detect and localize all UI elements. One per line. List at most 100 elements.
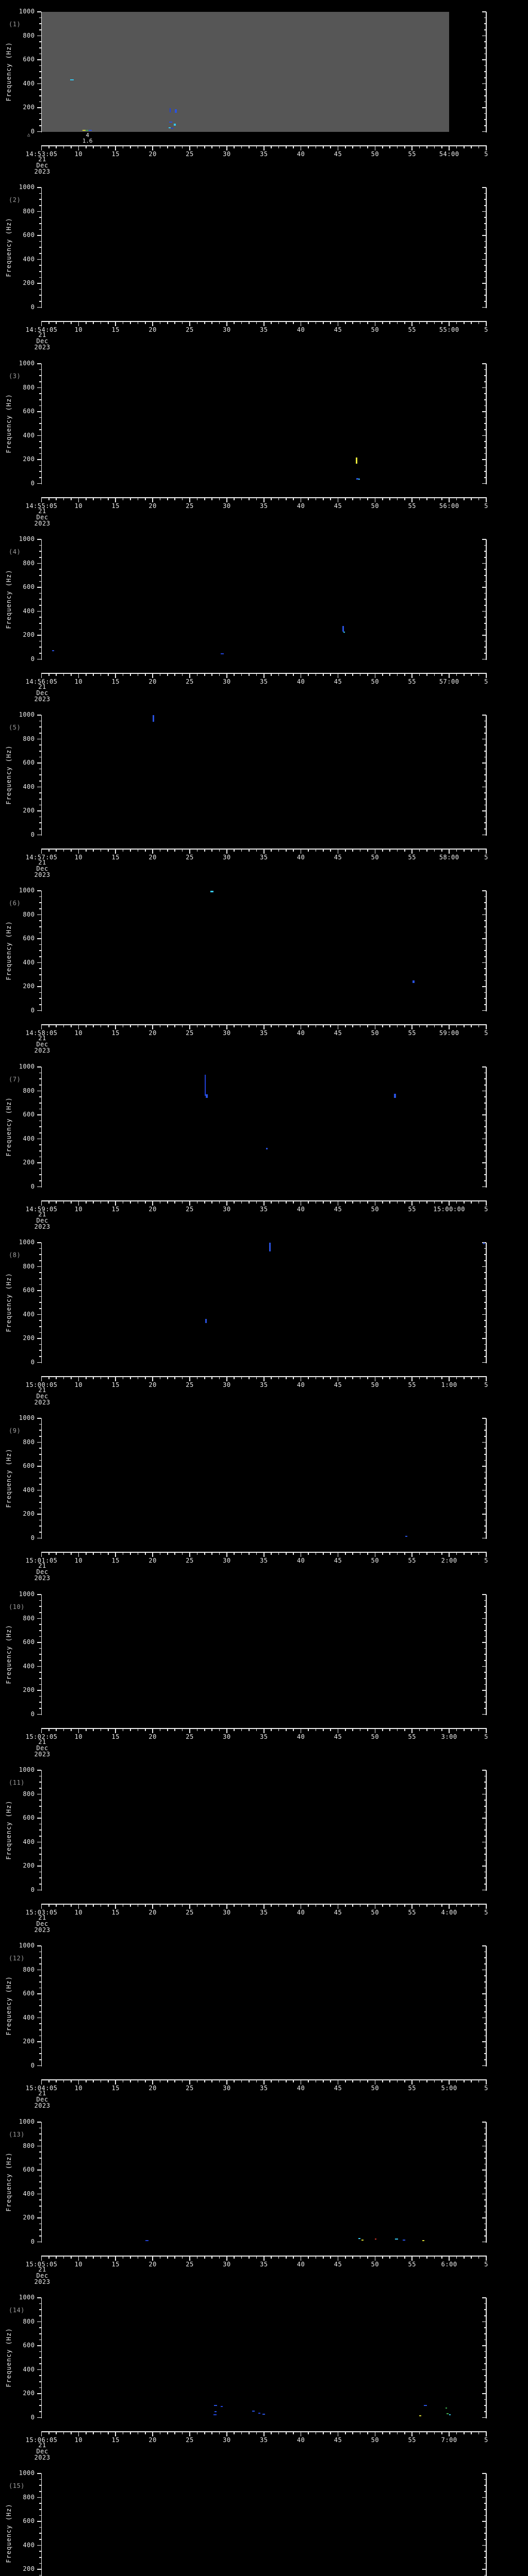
x-tick bbox=[219, 1552, 220, 1555]
y-tick bbox=[37, 2241, 41, 2243]
x-tick bbox=[108, 146, 109, 148]
x-tick bbox=[63, 673, 64, 676]
y-tick bbox=[37, 2193, 41, 2195]
y-tick bbox=[39, 2188, 41, 2189]
x-tick bbox=[108, 1728, 109, 1731]
y-tick bbox=[37, 1594, 41, 1595]
x-tick bbox=[278, 321, 279, 324]
y-tick bbox=[484, 41, 486, 42]
spectrogram-event bbox=[210, 891, 213, 892]
x-tick bbox=[78, 321, 79, 326]
y-tick bbox=[39, 932, 41, 934]
y-tick bbox=[37, 283, 41, 284]
spectrogram-event bbox=[356, 478, 359, 480]
x-tick bbox=[108, 2256, 109, 2259]
y-tick bbox=[482, 187, 486, 188]
x-tick bbox=[56, 849, 57, 852]
x-tick bbox=[182, 1904, 183, 1907]
y-tick bbox=[39, 640, 41, 642]
x-tick bbox=[367, 1201, 368, 1204]
y-tick-label: 800 bbox=[23, 2493, 35, 2501]
y-tick-label: 800 bbox=[23, 559, 35, 567]
x-tick bbox=[397, 673, 398, 676]
x-tick bbox=[137, 2256, 139, 2259]
y-tick bbox=[484, 545, 486, 546]
y-tick bbox=[39, 647, 41, 648]
y-tick bbox=[37, 2297, 41, 2298]
y-tick bbox=[39, 1600, 41, 1601]
x-tick-label: 35 bbox=[260, 2261, 268, 2268]
x-tick-label: 55 bbox=[408, 1206, 416, 1213]
x-tick bbox=[471, 849, 472, 852]
triangle-marker: △ bbox=[27, 132, 30, 138]
y-tick bbox=[484, 1350, 486, 1351]
y-tick bbox=[39, 2235, 41, 2236]
y-tick bbox=[39, 1507, 41, 1509]
y-tick bbox=[484, 23, 486, 25]
y-tick bbox=[484, 1877, 486, 1879]
y-tick bbox=[37, 1242, 41, 1243]
x-tick bbox=[322, 1377, 324, 1379]
date-label: Dec bbox=[36, 689, 48, 697]
x-tick-label: 40 bbox=[296, 1029, 305, 1037]
x-tick bbox=[144, 146, 146, 148]
spectrogram-event bbox=[82, 130, 86, 131]
y-tick bbox=[484, 2491, 486, 2492]
y-tick bbox=[482, 387, 486, 388]
y-tick bbox=[39, 2199, 41, 2200]
x-tick bbox=[130, 673, 131, 676]
x-tick bbox=[426, 1552, 427, 1555]
y-tick bbox=[39, 119, 41, 121]
y-tick bbox=[37, 187, 41, 188]
y-tick-label: 0 bbox=[30, 1182, 35, 1190]
date-label: Dec bbox=[36, 2272, 48, 2279]
y-tick bbox=[37, 715, 41, 716]
x-tick bbox=[56, 1904, 57, 1907]
y-tick bbox=[37, 2321, 41, 2323]
panel-index-label: (10) bbox=[9, 1603, 25, 1611]
x-tick-label: 20 bbox=[148, 502, 157, 510]
x-tick bbox=[330, 498, 331, 500]
x-tick-label: 7:00 bbox=[441, 2436, 457, 2444]
x-tick bbox=[300, 1728, 302, 1733]
y-tick-label: 400 bbox=[23, 1134, 35, 1142]
x-tick bbox=[100, 2432, 102, 2434]
y-tick bbox=[39, 944, 41, 945]
x-tick bbox=[122, 1904, 124, 1907]
x-tick bbox=[182, 673, 183, 676]
x-tick bbox=[78, 1728, 79, 1733]
y-tick bbox=[484, 2509, 486, 2510]
y-tick-label: 1000 bbox=[19, 2118, 35, 2125]
x-tick bbox=[41, 2432, 42, 2436]
x-tick-label: 40 bbox=[296, 1381, 305, 1388]
x-tick bbox=[182, 1201, 183, 1204]
x-tick bbox=[71, 1904, 72, 1907]
y-tick bbox=[39, 47, 41, 48]
y-axis-title: Frequency (Hz) bbox=[5, 42, 12, 101]
date-label: 2023 bbox=[34, 1751, 51, 1758]
x-axis bbox=[41, 1904, 487, 1905]
y-tick bbox=[37, 762, 41, 764]
x-tick bbox=[219, 849, 220, 852]
x-tick-label: 20 bbox=[148, 2436, 157, 2444]
x-tick bbox=[137, 673, 139, 676]
x-tick bbox=[152, 1025, 153, 1029]
y-tick bbox=[484, 375, 486, 377]
y-tick bbox=[39, 2315, 41, 2316]
y-tick bbox=[484, 1805, 486, 1807]
x-tick bbox=[249, 1377, 250, 1379]
x-tick bbox=[234, 1728, 235, 1731]
x-tick bbox=[374, 1025, 376, 1029]
y-tick bbox=[484, 640, 486, 642]
x-tick bbox=[397, 2256, 398, 2259]
y-tick-label: 1000 bbox=[19, 1239, 35, 1246]
y-tick bbox=[484, 17, 486, 19]
y-tick bbox=[39, 1326, 41, 1327]
y-tick bbox=[39, 2485, 41, 2486]
x-tick bbox=[93, 1728, 94, 1731]
y-tick-label: 800 bbox=[23, 1614, 35, 1622]
x-tick bbox=[337, 1025, 339, 1029]
x-tick bbox=[263, 849, 265, 854]
y-tick bbox=[484, 1823, 486, 1825]
y-tick bbox=[482, 1537, 486, 1539]
